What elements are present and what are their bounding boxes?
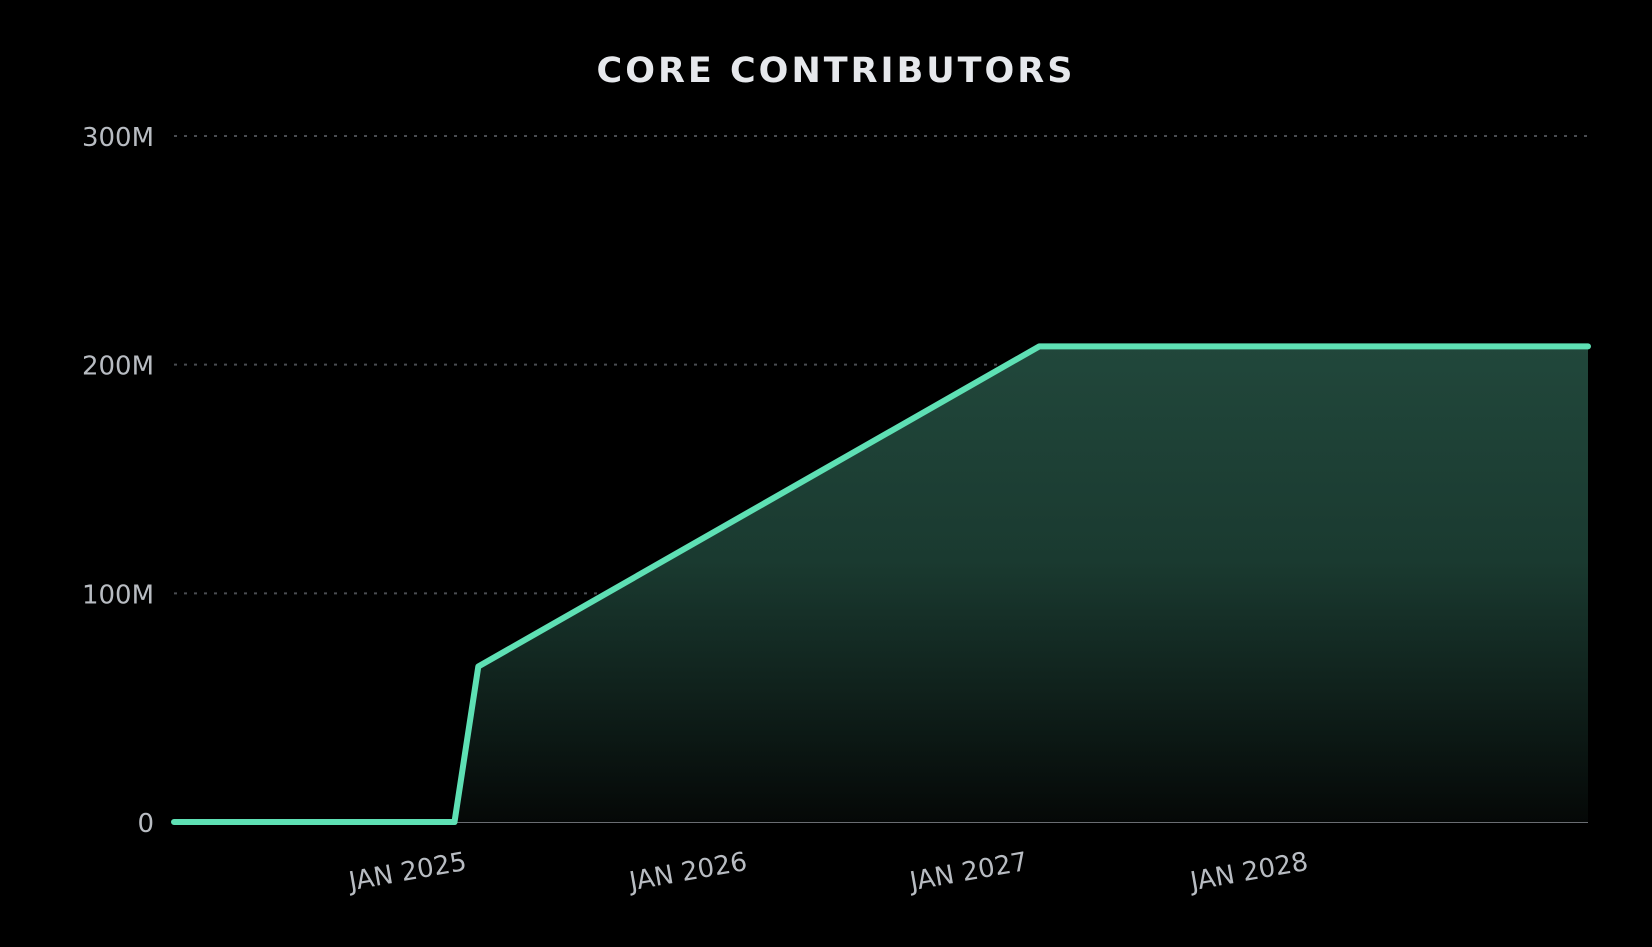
series-line (171, 343, 1591, 825)
x-tick-label: JAN 2028 (1186, 847, 1310, 898)
series-area-fill (174, 346, 1588, 822)
x-axis: JAN 2025 JAN 2026 JAN 2027 JAN 2028 (345, 847, 1311, 898)
x-tick-label: JAN 2026 (625, 847, 749, 898)
y-tick-label: 100M (82, 580, 154, 610)
y-axis: 0 100M 200M 300M (82, 123, 154, 839)
y-tick-label: 0 (137, 809, 154, 839)
x-tick-label: JAN 2025 (345, 847, 469, 898)
y-tick-label: 200M (82, 352, 154, 382)
y-tick-label: 300M (82, 123, 154, 153)
series-lines (171, 343, 1591, 825)
chart-title: CORE CONTRIBUTORS (597, 51, 1076, 91)
series-area (174, 346, 1588, 822)
x-tick-label: JAN 2027 (906, 847, 1030, 898)
